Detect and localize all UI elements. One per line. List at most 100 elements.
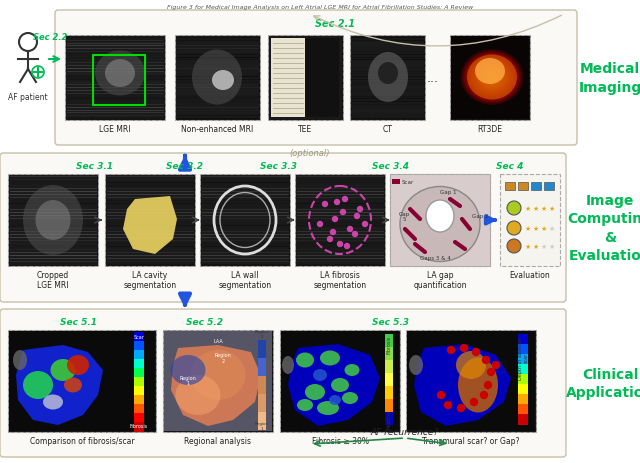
Text: Scar: Scar xyxy=(134,334,145,339)
Ellipse shape xyxy=(342,392,358,404)
Circle shape xyxy=(493,362,499,369)
Ellipse shape xyxy=(470,59,513,97)
Bar xyxy=(134,395,144,405)
Bar xyxy=(93,56,145,106)
Bar xyxy=(518,404,528,415)
Bar xyxy=(385,412,393,425)
Text: Image
Computing
&
Evaluation: Image Computing & Evaluation xyxy=(568,194,640,263)
Text: Region
2: Region 2 xyxy=(214,352,232,363)
Bar xyxy=(258,412,266,430)
Polygon shape xyxy=(414,344,511,426)
Ellipse shape xyxy=(507,221,521,236)
Ellipse shape xyxy=(368,53,408,103)
Text: Fibrosis: Fibrosis xyxy=(130,423,148,428)
Text: Sec 4: Sec 4 xyxy=(496,162,524,171)
FancyBboxPatch shape xyxy=(55,11,577,146)
Text: Region
1: Region 1 xyxy=(180,375,196,386)
Text: Non-enhanced MRI: Non-enhanced MRI xyxy=(181,125,253,134)
Bar xyxy=(390,175,490,266)
Text: Figure 3 for Medical Image Analysis on Left Atrial LGE MRI for Atrial Fibrillati: Figure 3 for Medical Image Analysis on L… xyxy=(167,5,473,10)
Ellipse shape xyxy=(282,356,294,374)
Ellipse shape xyxy=(105,60,135,88)
Bar xyxy=(296,175,384,265)
Ellipse shape xyxy=(320,351,340,366)
Ellipse shape xyxy=(192,50,242,105)
Ellipse shape xyxy=(483,70,500,86)
Bar xyxy=(134,386,144,396)
Circle shape xyxy=(461,345,467,352)
Text: LA gap
quantification: LA gap quantification xyxy=(413,270,467,290)
Ellipse shape xyxy=(35,200,70,240)
Circle shape xyxy=(488,369,495,375)
Text: Sec 2.2: Sec 2.2 xyxy=(33,33,67,42)
Bar xyxy=(351,37,424,120)
Text: Healthy: Healthy xyxy=(387,409,392,428)
Bar xyxy=(9,332,155,431)
Bar xyxy=(258,376,266,394)
Ellipse shape xyxy=(456,351,486,379)
Text: Regional analysis: Regional analysis xyxy=(184,436,252,445)
Bar xyxy=(518,394,528,405)
Bar xyxy=(295,175,385,266)
Bar xyxy=(269,37,342,120)
Ellipse shape xyxy=(296,353,314,368)
Text: ...: ... xyxy=(427,72,439,85)
Bar xyxy=(134,332,144,342)
Ellipse shape xyxy=(475,63,509,93)
Text: RT3DE: RT3DE xyxy=(477,125,502,134)
Text: ★: ★ xyxy=(541,244,547,250)
Ellipse shape xyxy=(329,395,341,405)
Text: ★: ★ xyxy=(533,244,539,250)
Bar xyxy=(66,37,164,120)
Text: AF patient: AF patient xyxy=(8,93,48,102)
Text: Region
2: Region 2 xyxy=(255,330,269,338)
Ellipse shape xyxy=(472,60,512,96)
Bar xyxy=(505,182,515,191)
Text: ★: ★ xyxy=(541,225,547,232)
Bar xyxy=(106,175,194,265)
Ellipse shape xyxy=(67,355,89,375)
Circle shape xyxy=(335,200,339,205)
Text: Scar: Scar xyxy=(402,180,414,185)
Ellipse shape xyxy=(488,74,497,82)
Ellipse shape xyxy=(466,55,518,101)
Bar xyxy=(175,36,260,121)
Bar xyxy=(65,36,165,121)
Bar xyxy=(305,39,339,118)
Ellipse shape xyxy=(64,378,82,393)
Bar xyxy=(9,175,97,265)
Bar xyxy=(500,175,560,266)
Ellipse shape xyxy=(378,63,398,85)
Ellipse shape xyxy=(476,64,508,92)
Ellipse shape xyxy=(468,56,516,100)
Bar xyxy=(134,422,144,432)
Bar xyxy=(134,368,144,378)
Text: ★: ★ xyxy=(549,206,555,212)
Ellipse shape xyxy=(481,68,504,88)
Bar xyxy=(201,175,289,265)
Ellipse shape xyxy=(170,355,205,385)
Text: Medical
Imaging: Medical Imaging xyxy=(579,62,640,94)
Bar xyxy=(134,413,144,423)
Bar xyxy=(258,358,266,376)
Ellipse shape xyxy=(317,401,339,415)
Ellipse shape xyxy=(13,350,27,370)
Ellipse shape xyxy=(212,71,234,91)
Ellipse shape xyxy=(191,350,246,400)
Ellipse shape xyxy=(482,69,502,87)
Circle shape xyxy=(344,244,349,249)
Text: TEE: TEE xyxy=(298,125,312,134)
Text: LGE MRI: LGE MRI xyxy=(99,125,131,134)
Ellipse shape xyxy=(475,59,505,85)
Text: LA cavity
segmentation: LA cavity segmentation xyxy=(124,270,177,290)
Ellipse shape xyxy=(462,51,522,105)
Bar xyxy=(385,347,393,360)
Ellipse shape xyxy=(467,56,517,100)
Text: Sec 5.2: Sec 5.2 xyxy=(186,317,223,326)
Ellipse shape xyxy=(305,384,325,400)
Circle shape xyxy=(323,202,328,207)
Circle shape xyxy=(445,401,451,409)
Ellipse shape xyxy=(479,66,505,89)
Ellipse shape xyxy=(484,71,499,84)
Bar xyxy=(392,180,400,185)
